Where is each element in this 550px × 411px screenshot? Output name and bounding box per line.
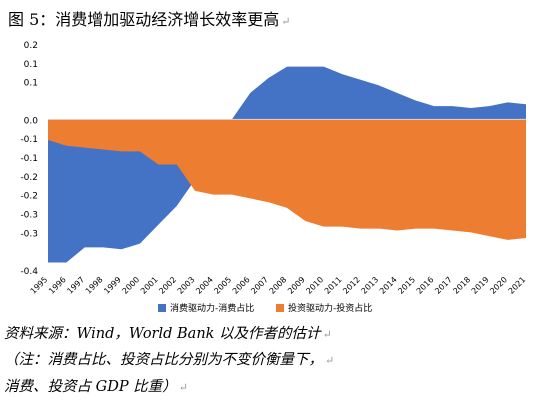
x-tick-label: 2002 <box>157 275 178 296</box>
x-tick-label: 2006 <box>231 275 252 296</box>
investment-area <box>48 119 526 240</box>
area-chart: 0.2 0.1 0.1 0.0 -0.1 -0.1 -0.2 -0.2 -0.3 -0.3 -0.4… <box>20 41 528 314</box>
x-tick-label: 2019 <box>470 275 491 296</box>
legend-label-investment: 投资驱动力-投资占比 <box>288 302 372 314</box>
y-tick-label: 0.0 <box>24 116 39 126</box>
x-tick-label: 2011 <box>323 275 344 296</box>
x-tick-label: 2012 <box>341 275 362 296</box>
y-tick-label: -0.2 <box>20 192 38 202</box>
x-tick-label: 1996 <box>47 275 68 296</box>
source-note-text: 资料来源：Wind，World Bank 以及作者的估计 <box>4 326 321 342</box>
x-tick-label: 2021 <box>507 275 528 296</box>
annotation-note-cont: 消费、投资占 GDP 比重） ↵ <box>4 375 188 396</box>
return-mark: ↵ <box>325 354 335 367</box>
legend: 消费驱动力-消费占比 投资驱动力-投资占比 <box>158 302 372 314</box>
return-mark: ↵ <box>322 328 332 341</box>
x-tick-label: 2010 <box>304 275 325 296</box>
x-tick-label: 1995 <box>29 275 50 296</box>
y-tick-label: -0.3 <box>20 229 38 239</box>
x-tick-label: 1999 <box>102 275 123 296</box>
x-tick-label: 2003 <box>176 275 197 296</box>
x-tick-label: 2020 <box>488 275 509 296</box>
x-tick-label: 2008 <box>268 275 289 296</box>
x-tick-label: 2005 <box>212 275 233 296</box>
return-mark: ↵ <box>178 381 188 394</box>
annotation-note-cont-text: 消费、投资占 GDP 比重） <box>4 379 177 395</box>
y-tick-label: -0.1 <box>20 154 38 164</box>
x-tick-label: 2016 <box>415 275 436 296</box>
x-tick-label: 1997 <box>65 275 86 296</box>
x-tick-label: 2001 <box>139 275 160 296</box>
source-note: 资料来源：Wind，World Bank 以及作者的估计 ↵ <box>4 322 332 343</box>
y-tick-label: 0.1 <box>24 79 38 89</box>
chart-title: 图 5：消费增加驱动经济增长效率更高 ↵ <box>8 6 291 30</box>
legend-swatch-consumption <box>158 304 166 312</box>
x-tick-label: 2013 <box>360 275 381 296</box>
legend-label-consumption: 消费驱动力-消费占比 <box>170 302 254 314</box>
x-tick-label: 2014 <box>378 275 399 296</box>
y-tick-label: 0.2 <box>24 41 38 51</box>
x-tick-label: 1998 <box>84 275 105 296</box>
x-tick-label: 2018 <box>451 275 472 296</box>
y-tick-label: -0.2 <box>20 173 38 183</box>
consumption-area <box>48 66 526 263</box>
return-mark: ↵ <box>281 15 291 28</box>
annotation-note: （注：消费占比、投资占比分别为不变价衡量下， ↵ <box>4 348 334 369</box>
x-tick-label: 2009 <box>286 275 307 296</box>
x-tick-label: 2000 <box>121 275 142 296</box>
x-tick-label: 2007 <box>249 275 270 296</box>
y-tick-label: 0.1 <box>24 60 38 70</box>
y-tick-label: -0.4 <box>20 267 38 277</box>
legend-swatch-investment <box>276 304 284 312</box>
y-tick-label: -0.3 <box>20 211 38 221</box>
y-tick-label: -0.1 <box>20 135 38 145</box>
x-tick-label: 2015 <box>396 275 417 296</box>
areas-layer <box>48 66 526 263</box>
chart-title-text: 图 5：消费增加驱动经济增长效率更高 <box>8 10 280 29</box>
x-tick-label: 2017 <box>433 275 454 296</box>
annotation-note-text: （注：消费占比、投资占比分别为不变价衡量下， <box>4 352 323 368</box>
x-tick-label: 2004 <box>194 275 215 296</box>
